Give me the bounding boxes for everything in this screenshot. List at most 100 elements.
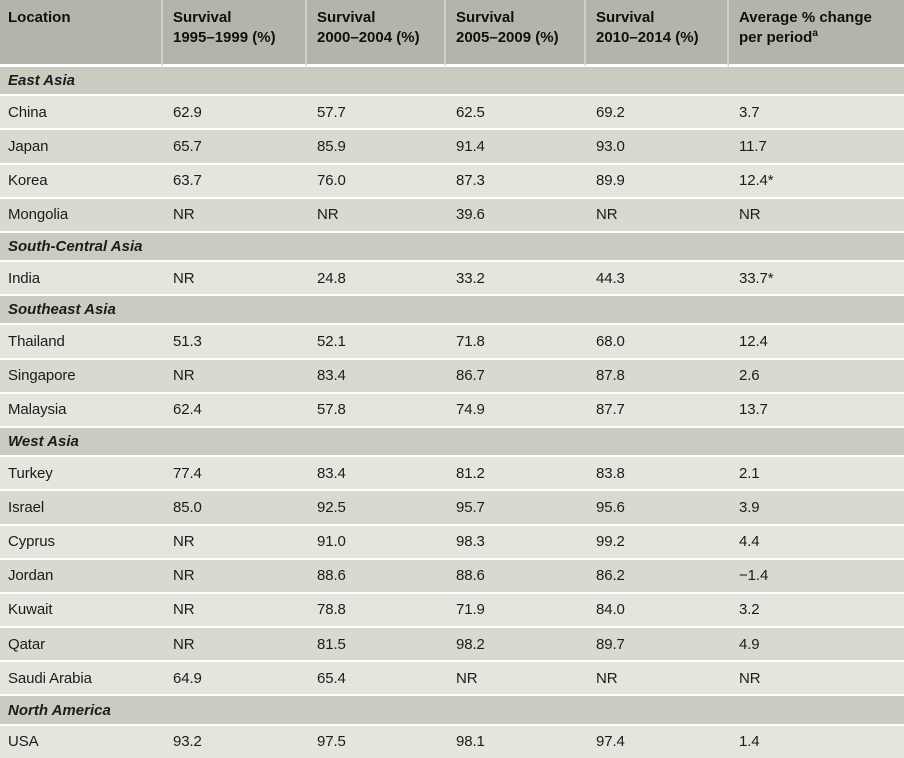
table-row: Thailand 51.3 52.1 71.8 68.0 12.4 xyxy=(0,325,904,360)
value-cell: 87.7 xyxy=(586,393,729,428)
table-row: Turkey 77.4 83.4 81.2 83.8 2.1 xyxy=(0,457,904,492)
value-cell: 93.2 xyxy=(163,725,307,758)
header-label: Survival xyxy=(456,9,515,26)
header-cell-survival-2000-2004: Survival 2000–2004 (%) xyxy=(307,0,446,67)
value-cell: 71.9 xyxy=(446,593,586,629)
value-cell: 57.7 xyxy=(307,96,446,131)
value-cell: 89.9 xyxy=(586,164,729,199)
header-label-line2: 2000–2004 (%) xyxy=(317,29,420,46)
table-row: Kuwait NR 78.8 71.9 84.0 3.2 xyxy=(0,593,904,629)
value-cell: 4.4 xyxy=(729,525,904,560)
value-cell: 2.6 xyxy=(729,359,904,394)
value-cell: 86.2 xyxy=(586,559,729,594)
header-cell-survival-2005-2009: Survival 2005–2009 (%) xyxy=(446,0,586,67)
value-cell: −1.4 xyxy=(729,559,904,594)
location-cell: Jordan xyxy=(0,559,163,594)
value-cell: 85.9 xyxy=(307,130,446,165)
header-label-line2: 2010–2014 (%) xyxy=(596,29,699,46)
section-title: East Asia xyxy=(0,67,904,97)
table-row: India NR 24.8 33.2 44.3 33.7* xyxy=(0,262,904,297)
value-cell: NR xyxy=(307,198,446,233)
value-cell: 62.9 xyxy=(163,96,307,131)
value-cell: NR xyxy=(163,593,307,629)
value-cell: 97.5 xyxy=(307,725,446,758)
table-row: USA 93.2 97.5 98.1 97.4 1.4 xyxy=(0,725,904,758)
value-cell: 51.3 xyxy=(163,325,307,360)
location-cell: Mongolia xyxy=(0,198,163,233)
value-cell: 65.4 xyxy=(307,662,446,697)
value-cell: NR xyxy=(446,662,586,697)
location-cell: Saudi Arabia xyxy=(0,662,163,697)
section-row: South-Central Asia xyxy=(0,232,904,263)
section-title: West Asia xyxy=(0,427,904,458)
header-label-line2: 1995–1999 (%) xyxy=(173,29,276,46)
table-row: Saudi Arabia 64.9 65.4 NR NR NR xyxy=(0,662,904,697)
value-cell: 12.4* xyxy=(729,164,904,199)
value-cell: 62.5 xyxy=(446,96,586,131)
footnote-marker: a xyxy=(812,28,818,39)
value-cell: 76.0 xyxy=(307,164,446,199)
value-cell: 81.5 xyxy=(307,628,446,663)
value-cell: 86.7 xyxy=(446,359,586,394)
header-row: Location Survival 1995–1999 (%) Survival… xyxy=(0,0,904,67)
value-cell: NR xyxy=(163,359,307,394)
value-cell: 92.5 xyxy=(307,491,446,526)
table-header: Location Survival 1995–1999 (%) Survival… xyxy=(0,0,904,67)
table-row: Japan 65.7 85.9 91.4 93.0 11.7 xyxy=(0,130,904,165)
value-cell: 91.4 xyxy=(446,130,586,165)
value-cell: 3.9 xyxy=(729,491,904,526)
location-cell: Malaysia xyxy=(0,393,163,428)
table-row: Malaysia 62.4 57.8 74.9 87.7 13.7 xyxy=(0,393,904,428)
location-cell: Qatar xyxy=(0,628,163,663)
table-row: Qatar NR 81.5 98.2 89.7 4.9 xyxy=(0,628,904,663)
section-row: North America xyxy=(0,696,904,726)
value-cell: 89.7 xyxy=(586,628,729,663)
table-row: China 62.9 57.7 62.5 69.2 3.7 xyxy=(0,96,904,131)
value-cell: 2.1 xyxy=(729,457,904,492)
location-cell: China xyxy=(0,96,163,131)
value-cell: 33.7* xyxy=(729,262,904,297)
value-cell: 93.0 xyxy=(586,130,729,165)
value-cell: 99.2 xyxy=(586,525,729,560)
value-cell: NR xyxy=(163,559,307,594)
value-cell: 95.7 xyxy=(446,491,586,526)
value-cell: 68.0 xyxy=(586,325,729,360)
value-cell: NR xyxy=(163,198,307,233)
table-row: Mongolia NR NR 39.6 NR NR xyxy=(0,198,904,233)
header-label-line2: 2005–2009 (%) xyxy=(456,29,559,46)
location-cell: Kuwait xyxy=(0,593,163,629)
value-cell: 4.9 xyxy=(729,628,904,663)
header-label: Survival xyxy=(317,9,376,26)
value-cell: 74.9 xyxy=(446,393,586,428)
header-label: Location xyxy=(8,9,71,26)
value-cell: 65.7 xyxy=(163,130,307,165)
value-cell: NR xyxy=(729,662,904,697)
table-row: Israel 85.0 92.5 95.7 95.6 3.9 xyxy=(0,491,904,526)
value-cell: 98.2 xyxy=(446,628,586,663)
header-cell-survival-2010-2014: Survival 2010–2014 (%) xyxy=(586,0,729,67)
value-cell: 84.0 xyxy=(586,593,729,629)
value-cell: 97.4 xyxy=(586,725,729,758)
value-cell: 12.4 xyxy=(729,325,904,360)
location-cell: USA xyxy=(0,725,163,758)
value-cell: 63.7 xyxy=(163,164,307,199)
value-cell: 1.4 xyxy=(729,725,904,758)
value-cell: 83.4 xyxy=(307,359,446,394)
table-row: Singapore NR 83.4 86.7 87.8 2.6 xyxy=(0,359,904,394)
value-cell: 33.2 xyxy=(446,262,586,297)
location-cell: Israel xyxy=(0,491,163,526)
value-cell: 98.1 xyxy=(446,725,586,758)
section-row: Southeast Asia xyxy=(0,296,904,326)
value-cell: 83.4 xyxy=(307,457,446,492)
section-row: West Asia xyxy=(0,427,904,458)
location-cell: India xyxy=(0,262,163,297)
header-label: Average % change xyxy=(739,9,872,26)
table-row: Jordan NR 88.6 88.6 86.2 −1.4 xyxy=(0,559,904,594)
value-cell: NR xyxy=(586,198,729,233)
value-cell: 85.0 xyxy=(163,491,307,526)
value-cell: 91.0 xyxy=(307,525,446,560)
section-title: South-Central Asia xyxy=(0,232,904,263)
value-cell: NR xyxy=(729,198,904,233)
value-cell: 87.8 xyxy=(586,359,729,394)
